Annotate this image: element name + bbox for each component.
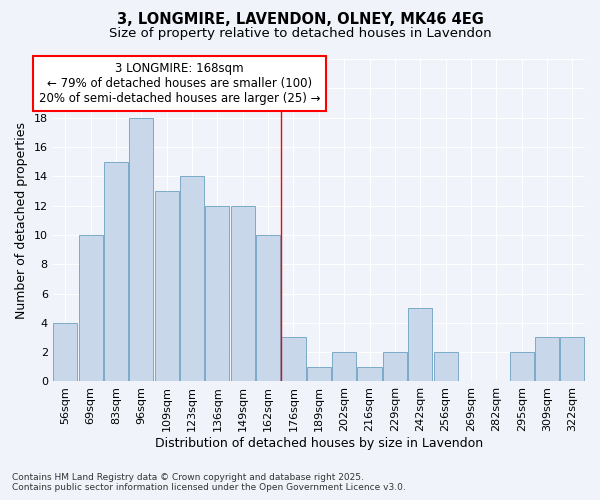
Bar [560,338,584,382]
Bar [79,235,103,382]
Text: Contains HM Land Registry data © Crown copyright and database right 2025.
Contai: Contains HM Land Registry data © Crown c… [12,473,406,492]
Text: 3, LONGMIRE, LAVENDON, OLNEY, MK46 4EG: 3, LONGMIRE, LAVENDON, OLNEY, MK46 4EG [116,12,484,28]
Bar [535,338,559,382]
Bar [231,206,255,382]
Bar [307,367,331,382]
X-axis label: Distribution of detached houses by size in Lavendon: Distribution of detached houses by size … [155,437,483,450]
Bar [130,118,154,382]
Bar [408,308,432,382]
Text: 3 LONGMIRE: 168sqm
← 79% of detached houses are smaller (100)
20% of semi-detach: 3 LONGMIRE: 168sqm ← 79% of detached hou… [38,62,320,105]
Bar [104,162,128,382]
Bar [155,191,179,382]
Y-axis label: Number of detached properties: Number of detached properties [15,122,28,318]
Bar [205,206,229,382]
Bar [358,367,382,382]
Bar [256,235,280,382]
Bar [383,352,407,382]
Bar [332,352,356,382]
Bar [53,323,77,382]
Text: Size of property relative to detached houses in Lavendon: Size of property relative to detached ho… [109,28,491,40]
Bar [180,176,204,382]
Bar [434,352,458,382]
Bar [281,338,305,382]
Bar [509,352,533,382]
